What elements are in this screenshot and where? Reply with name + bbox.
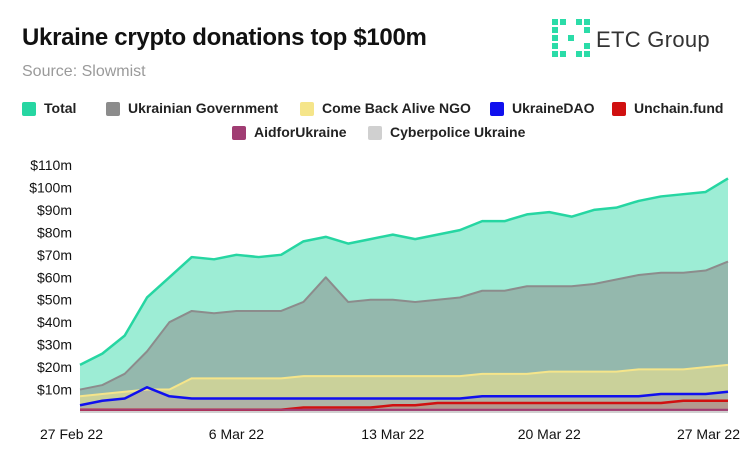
x-tick-label: 13 Mar 22 (361, 426, 424, 442)
x-tick-label: 20 Mar 22 (518, 426, 581, 442)
line-ukrainedao (79, 386, 729, 407)
area-chart: $10m $20m $30m $40m $50m $60m $70m $80m $90m $100… (29, 157, 740, 442)
logo-text: ETC Group (596, 27, 710, 52)
x-tick-label: 27 Mar 22 (677, 426, 740, 442)
y-tick-label: $10m (37, 382, 72, 398)
legend-swatch (106, 102, 120, 116)
y-tick-label: $90m (37, 202, 72, 218)
legend-swatch (232, 126, 246, 140)
x-tick-label: 6 Mar 22 (209, 426, 264, 442)
etc-group-logo: ETC Group (548, 17, 728, 63)
y-tick-label: $80m (37, 224, 72, 240)
legend-swatch (612, 102, 626, 116)
line-ukrainian-government (79, 260, 729, 391)
area-come-back-alive-ngo (80, 364, 728, 412)
y-tick-label: $70m (37, 247, 72, 263)
legend-swatch (490, 102, 504, 116)
y-tick-label: $20m (37, 359, 72, 375)
legend-row-2: AidforUkraine Cyberpolice Ukraine (0, 124, 752, 144)
y-tick-label: $100m (29, 179, 72, 195)
y-tick-label: $40m (37, 314, 72, 330)
etc-logo-mark-icon (552, 19, 590, 57)
chart-source: Source: Slowmist (22, 63, 146, 80)
legend-row-1: Total Ukrainian Government Come Back Ali… (0, 100, 752, 120)
legend-swatch (300, 102, 314, 116)
legend-swatch (22, 102, 36, 116)
legend-label: Unchain.fund (634, 100, 724, 116)
legend-label: Total (44, 100, 77, 116)
legend-swatch (368, 126, 382, 140)
legend-label: Come Back Alive NGO (322, 100, 471, 116)
y-tick-label: $110m (30, 157, 72, 173)
legend-label: UkraineDAO (512, 100, 595, 116)
line-come-back-alive-ngo (79, 363, 729, 398)
legend-label: Ukrainian Government (128, 100, 279, 116)
y-tick-label: $60m (37, 269, 72, 285)
chart-title: Ukraine crypto donations top $100m (22, 24, 427, 51)
legend-label: Cyberpolice Ukraine (390, 124, 526, 140)
x-tick-label: 27 Feb 22 (40, 426, 103, 442)
y-tick-label: $30m (37, 337, 72, 353)
line-total (79, 177, 729, 366)
y-tick-label: $50m (37, 292, 72, 308)
legend-label: AidforUkraine (254, 124, 347, 140)
